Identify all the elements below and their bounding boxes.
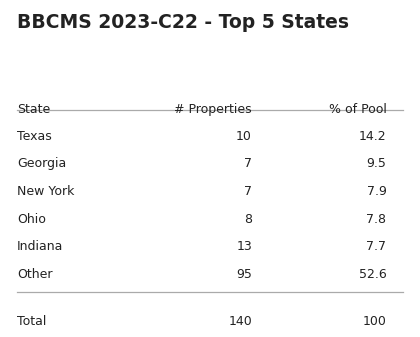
- Text: Total: Total: [17, 315, 46, 328]
- Text: BBCMS 2023-C22 - Top 5 States: BBCMS 2023-C22 - Top 5 States: [17, 13, 349, 32]
- Text: 13: 13: [236, 240, 252, 253]
- Text: 140: 140: [228, 315, 252, 328]
- Text: Other: Other: [17, 268, 52, 281]
- Text: 100: 100: [362, 315, 386, 328]
- Text: 7: 7: [244, 157, 252, 171]
- Text: New York: New York: [17, 185, 74, 198]
- Text: Georgia: Georgia: [17, 157, 66, 171]
- Text: 14.2: 14.2: [359, 130, 386, 143]
- Text: 9.5: 9.5: [367, 157, 386, 171]
- Text: Ohio: Ohio: [17, 213, 46, 226]
- Text: 95: 95: [236, 268, 252, 281]
- Text: State: State: [17, 103, 50, 116]
- Text: Texas: Texas: [17, 130, 52, 143]
- Text: 52.6: 52.6: [359, 268, 386, 281]
- Text: % of Pool: % of Pool: [328, 103, 386, 116]
- Text: 7: 7: [244, 185, 252, 198]
- Text: 7.7: 7.7: [366, 240, 386, 253]
- Text: Indiana: Indiana: [17, 240, 63, 253]
- Text: 7.9: 7.9: [367, 185, 386, 198]
- Text: 10: 10: [236, 130, 252, 143]
- Text: 8: 8: [244, 213, 252, 226]
- Text: # Properties: # Properties: [174, 103, 252, 116]
- Text: 7.8: 7.8: [366, 213, 386, 226]
